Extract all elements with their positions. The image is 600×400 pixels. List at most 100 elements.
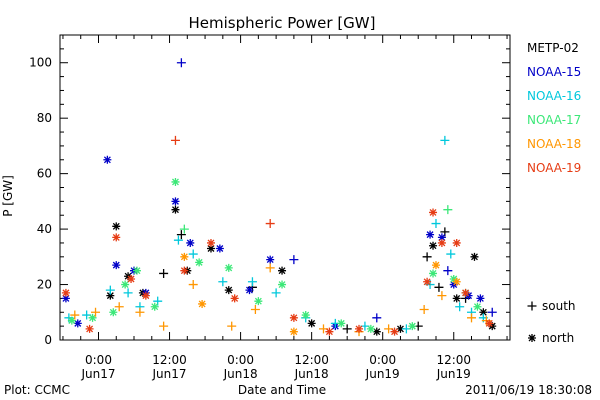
- data-point-north: [390, 327, 399, 336]
- data-point-north: [215, 244, 224, 253]
- data-point-north: [479, 308, 488, 317]
- data-point-north: [88, 313, 97, 322]
- data-point-north: [473, 302, 482, 311]
- data-point-north: [431, 261, 440, 270]
- data-point-north: [366, 324, 375, 333]
- x-tick-date-label: Jun19: [436, 367, 471, 381]
- data-point-north: [127, 275, 136, 283]
- data-point-north: [452, 294, 461, 303]
- data-point-south: [227, 321, 237, 331]
- legend-south-marker: [527, 301, 537, 311]
- data-point-north: [198, 299, 207, 308]
- legend-marker-label: south: [542, 299, 576, 313]
- x-tick-time-label: 12:00: [152, 353, 187, 367]
- data-point-south: [250, 305, 260, 314]
- y-tick-label: 0: [44, 333, 52, 347]
- data-point-north: [106, 291, 115, 300]
- data-point-north: [112, 222, 121, 231]
- data-point-south: [123, 288, 133, 298]
- chart-title: Hemispheric Power [GW]: [189, 14, 376, 32]
- data-point-south: [434, 282, 444, 292]
- data-point-south: [443, 205, 453, 215]
- data-point-north: [180, 266, 189, 275]
- legend-entry: NOAA-17: [527, 113, 581, 127]
- legend-entry: NOAA-18: [527, 137, 581, 151]
- legend-entry: NOAA-15: [527, 65, 581, 79]
- data-point-north: [372, 327, 381, 336]
- y-axis-label: P [GW]: [1, 175, 15, 217]
- data-point-south: [440, 135, 450, 145]
- data-point-north: [301, 311, 310, 320]
- data-point-north: [289, 313, 298, 322]
- y-tick-label: 20: [37, 278, 52, 292]
- data-point-south: [446, 249, 456, 259]
- data-point-south: [437, 291, 447, 301]
- data-point-north: [307, 319, 316, 328]
- data-point-south: [176, 230, 186, 240]
- data-point-north: [289, 327, 298, 336]
- data-point-south: [188, 249, 198, 259]
- data-point-south: [91, 307, 101, 317]
- data-point-north: [429, 241, 438, 250]
- data-point-north: [61, 288, 70, 297]
- data-point-north: [230, 294, 239, 303]
- legend-north-marker: [528, 334, 536, 342]
- data-point-south: [289, 255, 299, 265]
- data-point-south: [135, 307, 145, 317]
- data-point-south: [247, 277, 257, 287]
- x-tick-date-label: Jun18: [294, 367, 329, 381]
- legend-marker-label: north: [542, 331, 574, 345]
- data-point-south: [114, 302, 124, 312]
- data-point-south: [455, 302, 465, 312]
- x-axis-label: Date and Time: [238, 383, 326, 397]
- data-point-north: [396, 324, 405, 333]
- legend-entry: NOAA-19: [527, 161, 581, 175]
- data-point-north: [132, 266, 141, 275]
- data-point-south: [422, 252, 432, 262]
- data-point-north: [266, 255, 275, 264]
- data-point-north: [461, 288, 470, 297]
- data-point-north: [121, 280, 130, 289]
- legend-entry: METP-02: [527, 41, 579, 55]
- data-points: [61, 58, 497, 337]
- data-point-south: [443, 266, 453, 276]
- data-point-north: [103, 155, 112, 164]
- data-point-south: [218, 277, 228, 287]
- data-point-north: [452, 238, 461, 247]
- x-tick-time-label: 12:00: [436, 353, 471, 367]
- x-tick-date-label: Jun19: [365, 367, 400, 381]
- data-point-north: [112, 233, 121, 242]
- data-point-north: [254, 297, 263, 306]
- x-tick-time-label: 0:00: [85, 353, 112, 367]
- axes: 0204060801000:00Jun1712:00Jun170:00Jun18…: [29, 35, 510, 381]
- x-tick-date-label: Jun18: [223, 367, 258, 381]
- x-tick-date-label: Jun17: [152, 367, 187, 381]
- data-point-north: [150, 302, 159, 311]
- data-point-north: [423, 277, 432, 286]
- data-point-north: [476, 294, 485, 303]
- legend: METP-02 NOAA-15 NOAA-16 NOAA-17 NOAA-18 NOAA-…: [527, 41, 581, 345]
- data-point-south: [265, 263, 275, 273]
- data-point-north: [141, 291, 150, 300]
- data-point-north: [245, 286, 254, 295]
- plot-timestamp: 2011/06/19 18:30:08: [465, 383, 592, 397]
- data-point-south: [170, 135, 180, 145]
- data-point-south: [419, 305, 429, 314]
- y-tick-label: 80: [37, 111, 52, 125]
- data-point-north: [206, 244, 215, 253]
- plot-source-label: Plot: CCMC: [4, 383, 70, 397]
- data-point-south: [431, 219, 441, 229]
- data-point-south: [159, 321, 169, 331]
- data-point-north: [195, 258, 204, 267]
- data-point-north: [85, 324, 94, 333]
- data-point-south: [173, 235, 183, 245]
- data-point-south: [372, 313, 382, 323]
- data-point-south: [265, 219, 275, 229]
- y-tick-label: 100: [29, 56, 52, 70]
- data-point-north: [61, 294, 70, 303]
- x-tick-date-label: Jun17: [80, 367, 115, 381]
- y-tick-label: 40: [37, 222, 52, 236]
- data-point-north: [171, 177, 180, 186]
- data-point-south: [179, 224, 189, 234]
